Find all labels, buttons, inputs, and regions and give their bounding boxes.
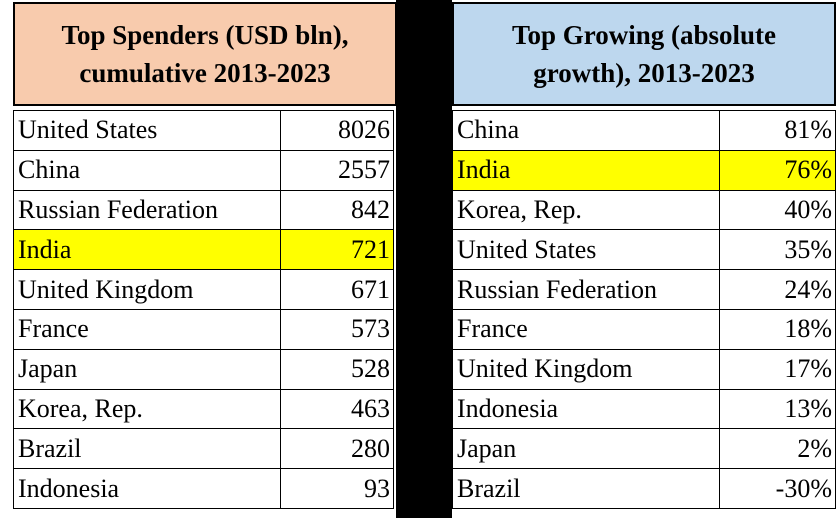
value-cell: -30% [719, 468, 836, 509]
table-row: United Kingdom 671 [13, 269, 394, 310]
table-row: Russian Federation 842 [13, 189, 394, 231]
table-row: France 573 [13, 308, 394, 350]
country-cell: Indonesia [452, 388, 720, 430]
top-spenders-title-line2: cumulative 2013-2023 [79, 58, 331, 88]
value-cell: 24% [719, 269, 836, 310]
table-row: China 2557 [13, 149, 394, 191]
country-cell: France [13, 308, 281, 350]
country-cell: Indonesia [13, 468, 281, 509]
country-cell: United States [452, 229, 720, 271]
value-cell: 842 [280, 189, 394, 231]
table-row: Brazil -30% [452, 468, 836, 509]
value-cell: 81% [719, 110, 836, 151]
table-row: United States 35% [452, 229, 836, 271]
country-cell: Brazil [13, 428, 281, 470]
table-row: Korea, Rep. 40% [452, 189, 836, 231]
table-row: Indonesia 13% [452, 388, 836, 430]
highlighted-row: India 76% [452, 149, 836, 191]
table-row: Russian Federation 24% [452, 269, 836, 310]
table-row: Japan 2% [452, 428, 836, 470]
top-growing-table: China 81% India 76% Korea, Rep. 40% Unit… [452, 110, 836, 509]
top-spenders-title-line1: Top Spenders (USD bln), [61, 20, 349, 50]
value-cell: 721 [280, 229, 394, 271]
top-spenders-panel: Top Spenders (USD bln), cumulative 2013-… [13, 2, 397, 509]
country-cell: Brazil [452, 468, 720, 509]
table-row: China 81% [452, 110, 836, 151]
country-cell: China [452, 110, 720, 151]
country-cell: United Kingdom [452, 348, 720, 390]
value-cell: 463 [280, 388, 394, 430]
center-divider [396, 0, 452, 518]
country-cell: United Kingdom [13, 269, 281, 310]
country-cell: Russian Federation [13, 189, 281, 231]
table-row: Korea, Rep. 463 [13, 388, 394, 430]
value-cell: 573 [280, 308, 394, 350]
country-cell: France [452, 308, 720, 350]
value-cell: 18% [719, 308, 836, 350]
value-cell: 13% [719, 388, 836, 430]
top-growing-header: Top Growing (absolute growth), 2013-2023 [452, 2, 836, 106]
value-cell: 2557 [280, 149, 394, 191]
country-cell: Japan [452, 428, 720, 470]
value-cell: 76% [719, 149, 836, 191]
table-row: Indonesia 93 [13, 468, 394, 509]
top-growing-title-line2: growth), 2013-2023 [533, 58, 755, 88]
value-cell: 40% [719, 189, 836, 231]
top-growing-panel: Top Growing (absolute growth), 2013-2023… [452, 2, 836, 509]
value-cell: 17% [719, 348, 836, 390]
table-row: France 18% [452, 308, 836, 350]
value-cell: 2% [719, 428, 836, 470]
top-growing-title-line1: Top Growing (absolute [511, 20, 777, 50]
value-cell: 93 [280, 468, 394, 509]
country-cell: United States [13, 110, 281, 151]
table-row: United Kingdom 17% [452, 348, 836, 390]
table-row: Brazil 280 [13, 428, 394, 470]
top-spenders-table: United States 8026 China 2557 Russian Fe… [13, 110, 394, 509]
country-cell: India [13, 229, 281, 271]
value-cell: 35% [719, 229, 836, 271]
value-cell: 671 [280, 269, 394, 310]
country-cell: India [452, 149, 720, 191]
country-cell: Korea, Rep. [452, 189, 720, 231]
top-spenders-header: Top Spenders (USD bln), cumulative 2013-… [13, 2, 397, 106]
country-cell: China [13, 149, 281, 191]
country-cell: Russian Federation [452, 269, 720, 310]
value-cell: 8026 [280, 110, 394, 151]
value-cell: 528 [280, 348, 394, 390]
table-row: Japan 528 [13, 348, 394, 390]
value-cell: 280 [280, 428, 394, 470]
country-cell: Japan [13, 348, 281, 390]
highlighted-row: India 721 [13, 229, 394, 271]
country-cell: Korea, Rep. [13, 388, 281, 430]
table-row: United States 8026 [13, 110, 394, 151]
